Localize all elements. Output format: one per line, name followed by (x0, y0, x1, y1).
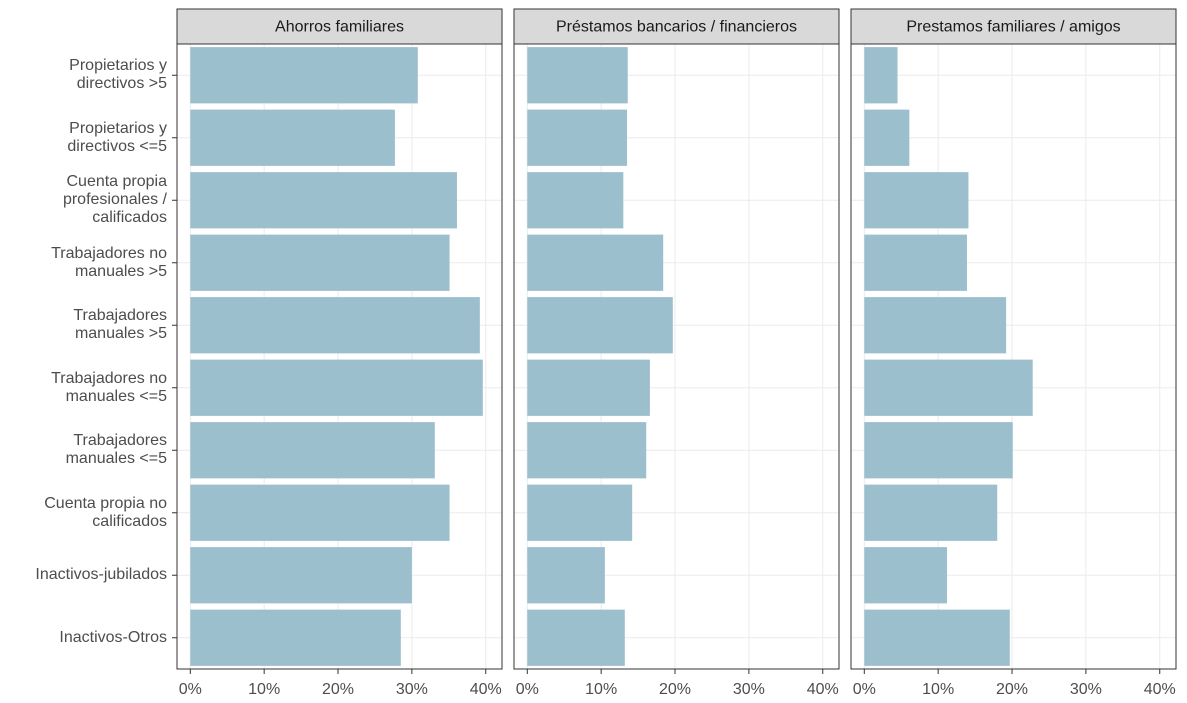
bar (190, 609, 401, 666)
bar (864, 422, 1013, 479)
bar (190, 547, 412, 604)
bar (864, 297, 1007, 354)
bar (527, 297, 673, 354)
x-tick-label: 20% (659, 681, 691, 698)
bar (190, 234, 450, 291)
bar (527, 609, 625, 666)
y-tick-label: Trabajadores manuales <=5 (65, 432, 167, 468)
bar (864, 484, 998, 541)
y-tick-label: Propietarios y directivos >5 (69, 57, 167, 93)
bar (864, 47, 898, 104)
x-tick-label: 30% (1070, 681, 1102, 698)
bar (864, 547, 948, 604)
x-tick-label: 30% (396, 681, 428, 698)
y-tick-label: Inactivos-jubilados (35, 566, 167, 584)
x-tick-label: 10% (248, 681, 280, 698)
bar (190, 172, 457, 229)
bar (527, 47, 628, 104)
x-tick-label: 10% (922, 681, 954, 698)
bar (527, 359, 650, 416)
y-tick-label: Propietarios y directivos <=5 (67, 119, 167, 155)
facet-title: Prestamos familiares / amigos (906, 19, 1120, 36)
x-tick-label: 40% (470, 681, 502, 698)
strip (513, 8, 840, 45)
bar (527, 109, 628, 166)
bar (527, 484, 633, 541)
x-tick-label: 10% (585, 681, 617, 698)
bar (527, 172, 624, 229)
x-tick-label: 0% (853, 681, 876, 698)
x-tick-label: 0% (516, 681, 539, 698)
bar (190, 297, 480, 354)
strip (176, 8, 503, 45)
x-tick-label: 20% (996, 681, 1028, 698)
bar (864, 109, 910, 166)
y-tick-label: Trabajadores no manuales >5 (51, 244, 167, 280)
bar (190, 47, 418, 104)
facet-title: Préstamos bancarios / financieros (556, 19, 797, 36)
bar (864, 234, 967, 291)
x-tick-label: 20% (322, 681, 354, 698)
y-tick-label: Trabajadores manuales >5 (73, 307, 167, 343)
bar (190, 359, 483, 416)
bar (864, 609, 1010, 666)
x-tick-label: 0% (179, 681, 202, 698)
y-tick-label: Trabajadores no manuales <=5 (51, 369, 167, 405)
bar (190, 109, 395, 166)
bar (527, 234, 664, 291)
bar (527, 547, 605, 604)
y-tick-label: Cuenta propia no calificados (44, 494, 167, 530)
x-tick-label: 40% (807, 681, 839, 698)
bar (864, 172, 969, 229)
bar (190, 422, 435, 479)
bar (864, 359, 1033, 416)
y-tick-label: Inactivos-Otros (59, 628, 167, 646)
bar (190, 484, 450, 541)
bar (527, 422, 647, 479)
x-tick-label: 40% (1144, 681, 1176, 698)
y-tick-label: Cuenta propia profesionales / calificado… (62, 173, 167, 227)
x-tick-label: 30% (733, 681, 765, 698)
facet-title: Ahorros familiares (275, 19, 404, 36)
strip (850, 8, 1177, 45)
